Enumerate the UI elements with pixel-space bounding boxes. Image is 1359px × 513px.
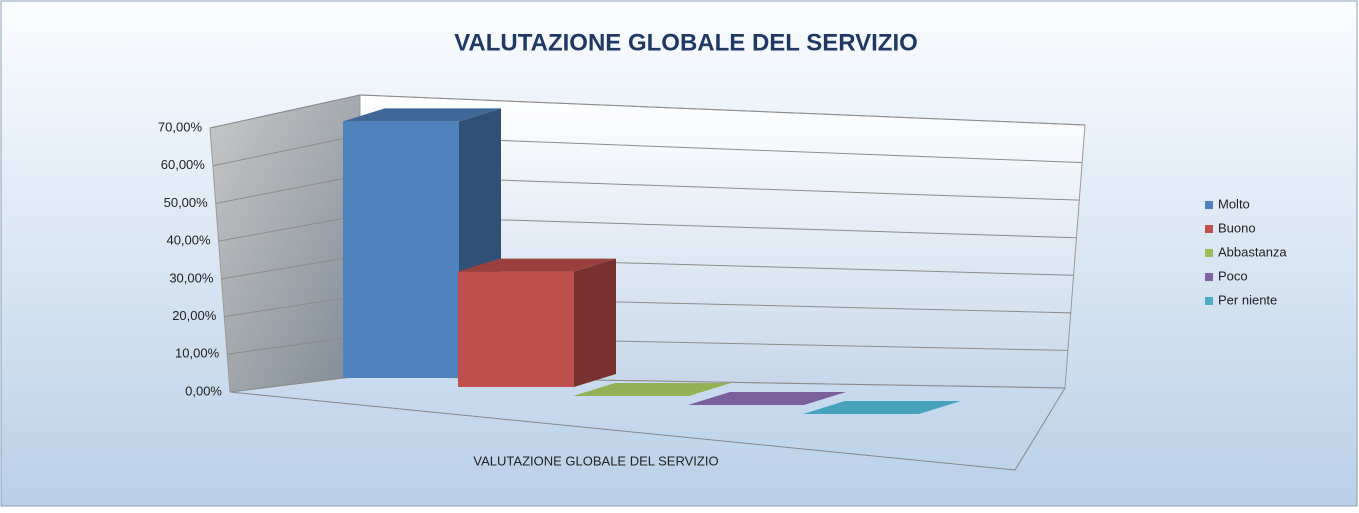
y-tick-label: 60,00% xyxy=(161,157,206,172)
bar-top xyxy=(803,401,961,414)
y-tick-label: 20,00% xyxy=(172,308,217,323)
legend-swatch xyxy=(1205,297,1213,305)
legend-label: Buono xyxy=(1218,220,1256,235)
y-tick-label: 10,00% xyxy=(175,346,220,361)
x-tick-label: VALUTAZIONE GLOBALE DEL SERVIZIO xyxy=(473,453,718,468)
legend-label: Per niente xyxy=(1218,292,1277,307)
bar-front xyxy=(458,271,574,387)
bar xyxy=(688,392,846,405)
legend-label: Abbastanza xyxy=(1218,244,1287,259)
grid-line xyxy=(209,94,1086,129)
y-tick-label: 30,00% xyxy=(169,270,214,285)
bar xyxy=(573,383,731,396)
legend-swatch xyxy=(1205,249,1213,257)
legend-label: Molto xyxy=(1218,196,1250,211)
floor-edge xyxy=(229,387,1066,471)
y-tick-label: 40,00% xyxy=(166,233,211,248)
bar xyxy=(458,258,616,387)
bar-top xyxy=(573,383,731,396)
bar-front xyxy=(343,121,459,378)
bar-top xyxy=(458,258,616,272)
y-tick-label: 50,00% xyxy=(164,195,209,210)
bar-side xyxy=(574,258,616,387)
bar xyxy=(803,401,961,414)
legend-label: Poco xyxy=(1218,268,1248,283)
bar-top xyxy=(688,392,846,405)
bar-top xyxy=(343,108,501,122)
chart-title: VALUTAZIONE GLOBALE DEL SERVIZIO xyxy=(454,29,918,56)
legend-swatch xyxy=(1205,201,1213,209)
y-tick-label: 70,00% xyxy=(158,119,203,134)
legend-swatch xyxy=(1205,225,1213,233)
legend-swatch xyxy=(1205,273,1213,281)
y-tick-label: 0,00% xyxy=(185,383,222,398)
